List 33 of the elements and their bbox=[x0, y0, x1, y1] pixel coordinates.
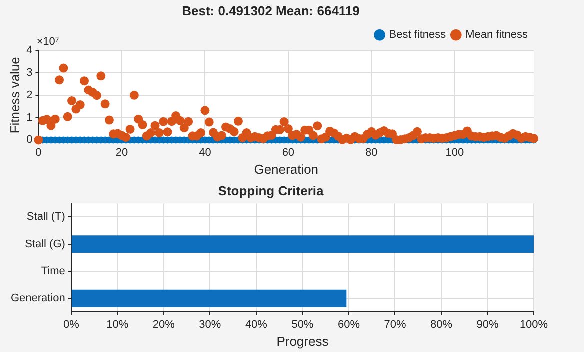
x-axis-title: Generation bbox=[254, 162, 319, 177]
chart-title: Best: 0.491302 Mean: 664119 bbox=[182, 3, 360, 18]
x-tick-label: 80% bbox=[430, 318, 453, 331]
x-tick-label: 70% bbox=[384, 318, 406, 331]
y-tick-label: 3 bbox=[26, 67, 33, 80]
legend-label: Mean fitness bbox=[466, 29, 528, 42]
x-tick-label: 90% bbox=[476, 318, 499, 331]
x-tick-label: 40 bbox=[199, 146, 212, 159]
y-tick-label: Stall (T) bbox=[26, 211, 66, 224]
x-tick-label: 30% bbox=[199, 318, 222, 331]
y-tick-label: 0 bbox=[26, 134, 33, 146]
text: ×10⁷ bbox=[36, 36, 60, 48]
x-tick-label: 0% bbox=[63, 318, 80, 331]
x-tick-label: 100 bbox=[446, 146, 464, 159]
y-tick-label: 2 bbox=[26, 89, 33, 102]
y-tick-label: 4 bbox=[26, 44, 33, 57]
x-axis-title: Progress bbox=[276, 334, 330, 349]
x-tick-label: 60 bbox=[282, 146, 295, 159]
x-tick-label: 50% bbox=[292, 318, 314, 331]
y-tick-label: Time bbox=[41, 266, 66, 278]
x-tick-label: 20% bbox=[152, 318, 176, 331]
y-axis-title: Fitness value bbox=[7, 57, 22, 134]
x-tick-label: 10% bbox=[106, 318, 129, 331]
legend-label: Best fitness bbox=[389, 29, 447, 42]
x-tick-label: 60% bbox=[338, 318, 360, 331]
x-tick-label: 40% bbox=[245, 318, 268, 331]
y-tick-label: 1 bbox=[26, 112, 33, 124]
y-tick-label: Stall (G) bbox=[25, 238, 66, 250]
chart-title: Stopping Criteria bbox=[218, 183, 324, 198]
x-tick-label: 80 bbox=[366, 146, 378, 159]
x-tick-label: 100% bbox=[520, 318, 548, 331]
y-tick-label: Generation bbox=[10, 292, 66, 305]
x-tick-label: 20 bbox=[116, 146, 128, 159]
